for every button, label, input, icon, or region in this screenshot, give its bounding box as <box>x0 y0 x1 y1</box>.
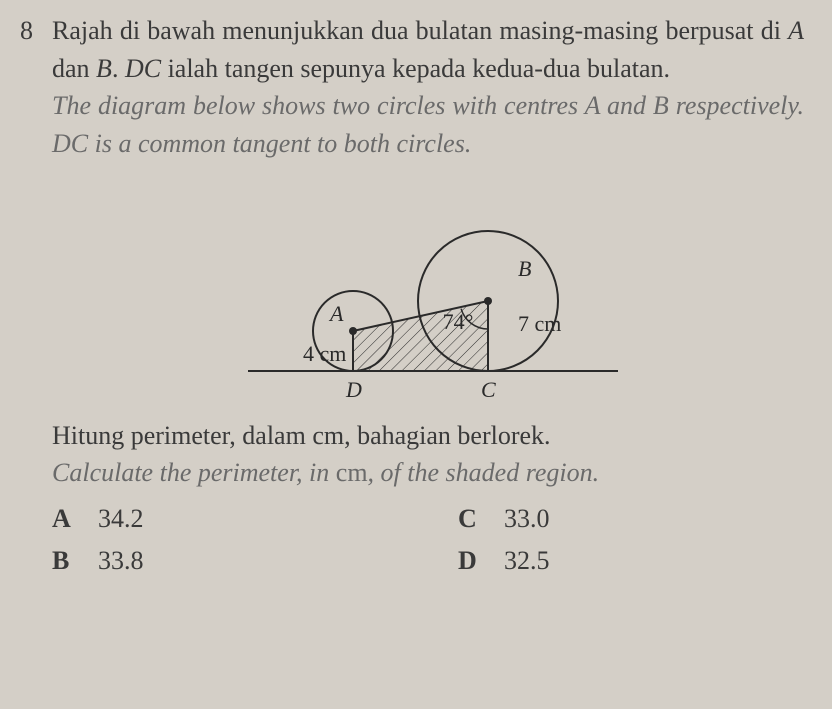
prompt-en: Calculate the perimeter, in cm, of the s… <box>52 454 804 492</box>
question-block: 8 Rajah di bawah menunjukkan dua bulatan… <box>20 12 804 580</box>
question-text-my: Rajah di bawah menunjukkan dua bulatan m… <box>52 12 804 87</box>
svg-text:D: D <box>345 377 362 402</box>
choice-d: D 32.5 <box>458 542 804 580</box>
question-text-en: The diagram below shows two circles with… <box>52 87 804 162</box>
choice-c: C 33.0 <box>458 500 804 538</box>
svg-text:7 cm: 7 cm <box>518 311 561 336</box>
question-body: Rajah di bawah menunjukkan dua bulatan m… <box>52 12 804 580</box>
diagram-svg: A B D C 4 cm 7 cm 74° <box>218 181 638 411</box>
question-number: 8 <box>20 12 38 580</box>
svg-text:C: C <box>481 377 496 402</box>
choice-b: B 33.8 <box>52 542 398 580</box>
choice-a: A 34.2 <box>52 500 398 538</box>
svg-text:B: B <box>518 256 531 281</box>
answer-choices: A 34.2 C 33.0 B 33.8 D 32.5 <box>52 500 804 579</box>
page: 8 Rajah di bawah menunjukkan dua bulatan… <box>0 0 832 592</box>
geometry-diagram: A B D C 4 cm 7 cm 74° <box>52 181 804 411</box>
svg-text:A: A <box>328 301 344 326</box>
prompt-my: Hitung perimeter, dalam cm, bahagian ber… <box>52 417 804 455</box>
svg-text:4 cm: 4 cm <box>303 341 346 366</box>
svg-text:74°: 74° <box>443 309 474 334</box>
